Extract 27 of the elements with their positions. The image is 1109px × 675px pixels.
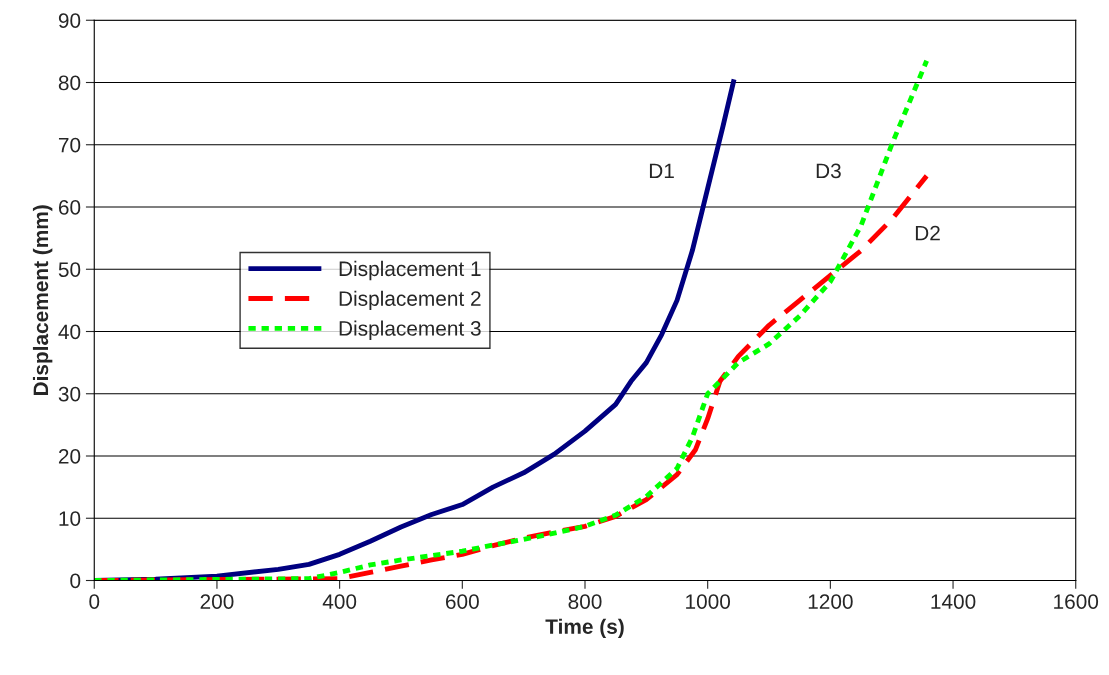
y-tick-label: 50 [58, 262, 81, 277]
legend-label: Displacement 2 [339, 290, 481, 311]
y-tick-label: 70 [58, 137, 81, 153]
x-tick-label: 600 [445, 594, 479, 609]
y-axis-title: Displacement (mm) [32, 205, 53, 396]
x-tick-label: 400 [322, 594, 357, 609]
y-tick-label: 80 [58, 75, 81, 91]
y-tick-label: 20 [58, 449, 81, 464]
x-tick-label: 0 [89, 594, 100, 609]
legend-label: Displacement 3 [339, 320, 481, 340]
y-tick-label: 0 [70, 573, 81, 589]
x-tick-label: 200 [200, 594, 234, 609]
annotation: D2 [915, 225, 940, 241]
y-tick-label: 30 [58, 386, 81, 402]
y-tick-label: 10 [59, 511, 81, 526]
y-tick-label: 40 [58, 324, 81, 340]
y-tick-label: 90 [58, 13, 81, 28]
x-tick-label: 1200 [808, 594, 853, 609]
annotation: D1 [649, 163, 674, 179]
x-tick-label: 1000 [686, 594, 731, 609]
x-tick-label: 1400 [931, 594, 976, 609]
x-axis-title: Time (s) [545, 618, 624, 639]
x-tick-label: 800 [568, 594, 602, 609]
annotation: D3 [816, 163, 841, 179]
x-tick-label: 1600 [1054, 594, 1099, 609]
legend-label: Displacement 1 [339, 260, 481, 281]
y-tick-label: 60 [58, 200, 81, 215]
